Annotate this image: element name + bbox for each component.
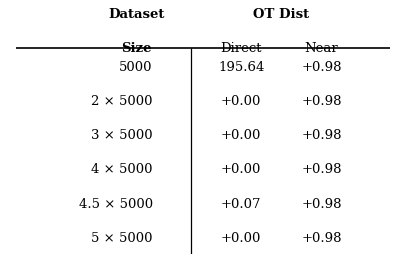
Text: Direct: Direct bbox=[220, 42, 261, 55]
Text: +0.98: +0.98 bbox=[301, 232, 341, 245]
Text: +0.00: +0.00 bbox=[221, 95, 261, 108]
Text: 4 × 5000: 4 × 5000 bbox=[91, 164, 152, 177]
Text: +0.98: +0.98 bbox=[301, 198, 341, 211]
Text: +0.98: +0.98 bbox=[301, 164, 341, 177]
Text: +0.00: +0.00 bbox=[221, 232, 261, 245]
Text: 5 × 5000: 5 × 5000 bbox=[91, 232, 152, 245]
Text: +0.00: +0.00 bbox=[221, 129, 261, 142]
Text: 195.64: 195.64 bbox=[217, 61, 264, 74]
Text: +0.98: +0.98 bbox=[301, 95, 341, 108]
Text: Dataset: Dataset bbox=[108, 8, 164, 21]
Text: 4.5 × 5000: 4.5 × 5000 bbox=[79, 198, 152, 211]
Text: +0.07: +0.07 bbox=[221, 198, 261, 211]
Text: 2 × 5000: 2 × 5000 bbox=[91, 95, 152, 108]
Text: +0.98: +0.98 bbox=[301, 129, 341, 142]
Text: +0.00: +0.00 bbox=[221, 164, 261, 177]
Text: Size: Size bbox=[121, 42, 152, 55]
Text: Near: Near bbox=[304, 42, 338, 55]
Text: OT Dist: OT Dist bbox=[253, 8, 309, 21]
Text: 5000: 5000 bbox=[119, 61, 152, 74]
Text: +0.98: +0.98 bbox=[301, 61, 341, 74]
Text: 3 × 5000: 3 × 5000 bbox=[91, 129, 152, 142]
